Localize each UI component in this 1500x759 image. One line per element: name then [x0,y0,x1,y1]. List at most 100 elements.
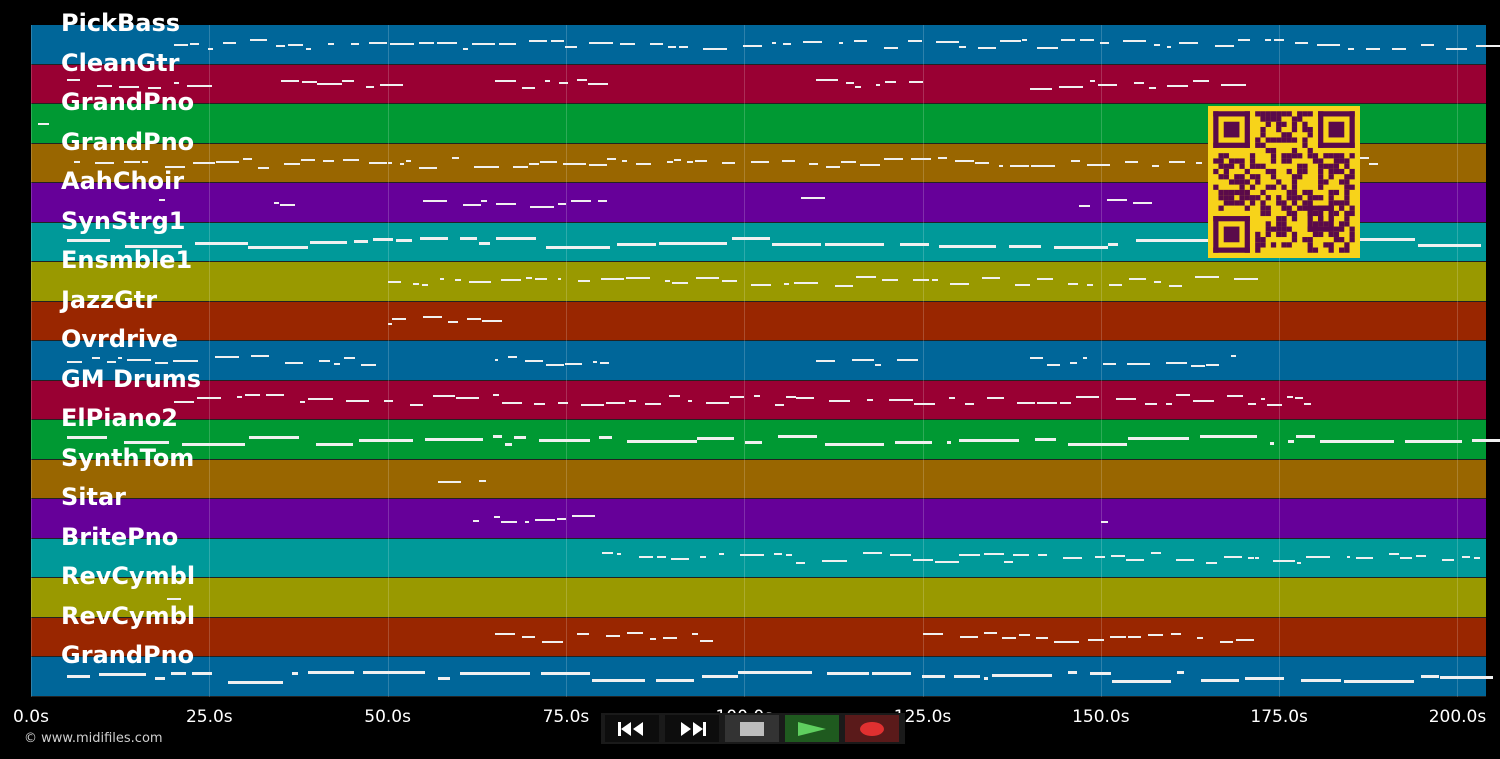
midi-note [454,278,461,281]
qr-module [1281,132,1287,138]
midi-note [772,41,777,44]
midi-note [795,561,806,564]
midi-note [308,397,333,400]
track-lane[interactable] [31,380,1486,420]
midi-note [300,400,305,403]
track-lane[interactable] [31,25,1486,65]
midi-note [781,159,796,162]
track-lane[interactable] [31,459,1486,499]
midi-note [899,242,929,246]
qr-module [1349,205,1355,211]
midi-note [1287,440,1294,444]
qr-module [1307,226,1334,232]
track-lane[interactable] [31,301,1486,341]
qr-code[interactable] [1208,106,1360,258]
qr-module [1255,142,1261,148]
qr-module [1328,195,1334,201]
midi-note [754,394,761,397]
midi-note [1269,441,1275,445]
midi-note [383,400,393,403]
play-button[interactable] [785,715,839,742]
midi-note [1107,242,1119,246]
track-label: JazzGtr [61,285,158,314]
track-lane[interactable] [31,499,1486,539]
track-lane[interactable] [31,420,1486,460]
qr-module [1328,153,1334,159]
midi-note [1076,396,1100,399]
track-lane[interactable] [31,341,1486,381]
midi-note [1167,85,1188,88]
qr-module [1349,237,1355,243]
time-tick-label: 0.0s [13,707,49,727]
midi-note [1267,403,1282,406]
qr-module [1239,195,1245,201]
midi-note [328,43,335,46]
midi-note [1446,47,1467,50]
qr-module [1333,189,1340,196]
track-lane[interactable] [31,64,1486,104]
midi-note [1190,364,1206,367]
qr-module [1228,179,1235,185]
midi-note [815,359,835,362]
midi-note [539,438,591,442]
track-lane[interactable] [31,578,1486,618]
midi-note [588,82,608,85]
midi-note [772,242,822,246]
midi-note [1171,632,1182,635]
qr-module [1281,153,1287,159]
midi-note [302,81,318,84]
qr-module [1339,200,1345,206]
track-lane[interactable] [31,617,1486,657]
midi-note [1135,238,1210,242]
midi-note [353,239,369,243]
qr-module [1281,242,1287,248]
midi-note [1029,357,1043,360]
qr-module [1281,221,1287,227]
midi-note [1004,561,1013,564]
midi-note [546,245,610,249]
midi-note [482,320,503,323]
qr-module [1339,237,1345,243]
midi-note [369,162,387,165]
midi-note [1145,402,1157,405]
rewind-button[interactable] [605,715,659,742]
midi-note [279,203,296,206]
fast-forward-icon [681,721,706,736]
qr-module [1213,111,1250,117]
midi-note [494,80,516,82]
midi-note [1441,559,1455,562]
midi-note [1068,671,1077,675]
midi-note [319,359,331,362]
stop-button[interactable] [725,715,779,742]
qr-module [1255,247,1261,253]
midi-note [342,80,355,83]
qr-module [1218,195,1224,201]
track-lane[interactable] [31,657,1486,697]
qr-module [1213,111,1219,148]
qr-module [1307,195,1313,201]
midi-note [391,318,406,321]
track-lane[interactable] [31,262,1486,302]
fast-forward-button[interactable] [665,715,719,742]
midi-note [99,672,146,676]
midi-note [365,85,375,88]
midi-note [418,166,437,169]
midi-note [908,39,922,42]
midi-note [706,402,730,405]
midi-note [913,403,936,406]
track-lane[interactable] [31,538,1486,578]
qr-module [1328,205,1334,232]
midi-note [577,632,589,635]
midi-note [1080,39,1095,42]
midi-note [992,674,1052,678]
midi-note [1037,554,1047,557]
midi-note [815,79,839,82]
midi-note [700,640,714,643]
midi-note [421,283,429,286]
qr-module [1291,174,1298,180]
midi-note [703,47,728,50]
qr-code-icon [1213,111,1355,253]
qr-module [1265,210,1271,217]
midi-note [472,43,495,46]
record-button[interactable] [845,715,899,742]
